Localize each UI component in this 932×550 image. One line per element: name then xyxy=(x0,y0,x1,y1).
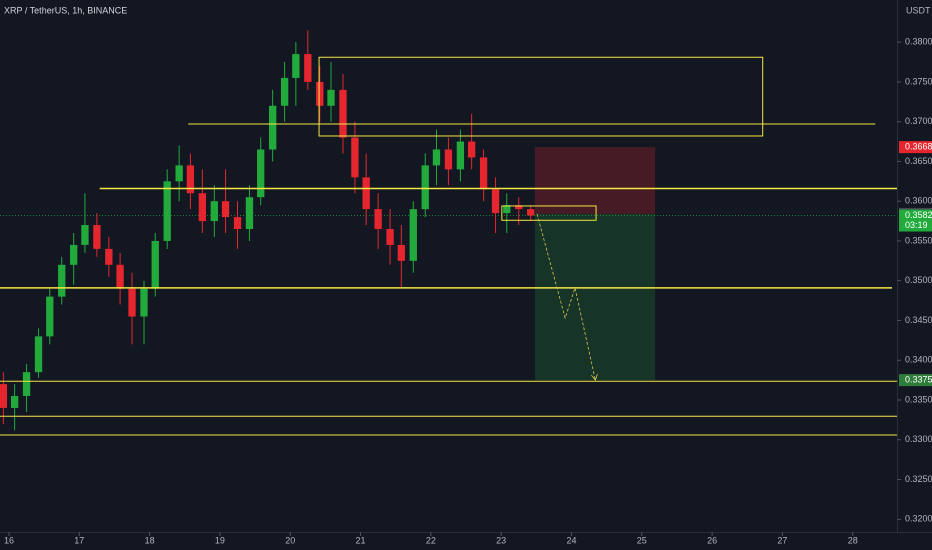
y-tick-label: 0.3250 xyxy=(905,474,932,484)
candle-body xyxy=(34,336,43,373)
candle-body xyxy=(327,89,335,106)
candle-body xyxy=(351,137,359,178)
price-label: 0.3582 xyxy=(905,210,932,220)
currency-label: USDT xyxy=(906,5,931,15)
candle-body xyxy=(105,248,113,265)
y-tick-label: 0.3800 xyxy=(905,37,932,47)
candle-body xyxy=(316,81,324,106)
x-tick-label: 19 xyxy=(215,535,225,545)
candle-body xyxy=(386,229,394,245)
candle-body xyxy=(245,197,254,230)
price-label-bg xyxy=(899,141,932,154)
price-label: 0.3668 xyxy=(905,141,932,151)
y-tick-label: 0.3450 xyxy=(905,315,932,325)
candle-body xyxy=(198,193,207,222)
y-tick-label: 0.3750 xyxy=(905,76,932,86)
candle-body xyxy=(10,396,19,408)
x-tick-label: 22 xyxy=(426,535,436,545)
candle-body xyxy=(221,201,230,218)
y-tick-label: 0.3550 xyxy=(905,235,932,245)
candle-body xyxy=(116,264,124,289)
y-tick-label: 0.3200 xyxy=(905,514,932,524)
candle-body xyxy=(46,296,54,337)
price-label-bg xyxy=(899,209,932,232)
chart-title: XRP / TetherUS, 1h, BINANCE xyxy=(4,5,127,15)
target-zone xyxy=(534,213,656,381)
x-tick-label: 28 xyxy=(848,535,858,545)
candle-body xyxy=(456,141,465,170)
y-tick-label: 0.3600 xyxy=(905,196,932,206)
x-tick-label: 27 xyxy=(777,535,787,545)
x-tick-label: 24 xyxy=(566,535,576,545)
zone-box xyxy=(318,56,764,137)
candle-body xyxy=(304,54,312,82)
candle-body xyxy=(515,205,523,210)
candle-body xyxy=(479,157,488,190)
projection-arrow xyxy=(536,213,596,381)
candle-body xyxy=(186,165,195,194)
candle-body xyxy=(233,217,242,230)
y-tick-label: 0.3500 xyxy=(905,275,932,285)
arrow-head xyxy=(591,373,598,381)
x-tick-label: 23 xyxy=(496,535,506,545)
candle-body xyxy=(444,149,453,170)
y-tick-label: 0.3650 xyxy=(905,156,932,166)
price-label-bg xyxy=(899,374,932,387)
y-tick-label: 0.3300 xyxy=(905,434,932,444)
candle-body xyxy=(397,244,405,261)
candle-body xyxy=(491,189,500,214)
candle-body xyxy=(467,141,476,158)
candle-body xyxy=(140,288,148,317)
candle-body xyxy=(210,201,218,222)
candle-body xyxy=(280,77,289,106)
y-tick-label: 0.3700 xyxy=(905,116,932,126)
candle-body xyxy=(175,165,183,182)
candle-body xyxy=(22,372,31,397)
candle-body xyxy=(527,209,535,216)
x-tick-label: 17 xyxy=(74,535,84,545)
price-label: 0.3375 xyxy=(905,374,932,384)
candle-body xyxy=(58,264,66,297)
x-tick-label: 20 xyxy=(285,535,295,545)
candle-body xyxy=(432,149,441,166)
x-tick-label: 26 xyxy=(707,535,717,545)
y-tick-label: 0.3400 xyxy=(905,355,932,365)
candle-body xyxy=(70,244,78,265)
candle-body xyxy=(81,225,89,245)
candle-body xyxy=(409,209,417,261)
candle-body xyxy=(339,89,347,138)
candle-body xyxy=(0,384,8,408)
x-tick-label: 16 xyxy=(4,535,14,545)
x-tick-label: 18 xyxy=(145,535,155,545)
candle-body xyxy=(374,209,382,230)
candle-body xyxy=(362,177,370,210)
candle-body xyxy=(269,105,277,150)
candle-body xyxy=(503,205,511,214)
candle-body xyxy=(292,54,300,78)
x-tick-label: 25 xyxy=(637,535,647,545)
candle-body xyxy=(151,240,159,289)
candle-body xyxy=(421,165,429,210)
candle-body xyxy=(257,149,265,198)
candle-body xyxy=(128,288,136,317)
price-countdown: 03:19 xyxy=(905,220,928,230)
zone-box xyxy=(501,205,597,221)
candle-body xyxy=(163,181,171,241)
candle-body xyxy=(93,225,101,249)
x-tick-label: 21 xyxy=(356,535,366,545)
stop-zone xyxy=(534,147,656,214)
y-tick-label: 0.3350 xyxy=(905,394,932,404)
